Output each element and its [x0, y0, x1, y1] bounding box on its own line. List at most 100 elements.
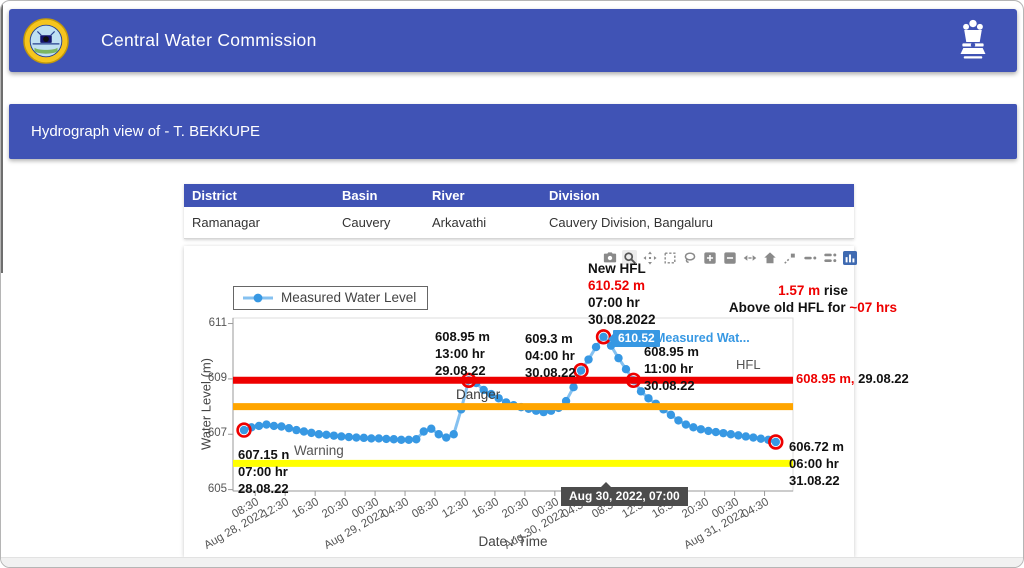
box-select-button[interactable] — [662, 250, 677, 265]
data-point[interactable] — [479, 385, 488, 395]
data-point[interactable] — [486, 389, 496, 399]
data-point[interactable] — [726, 430, 736, 439]
data-point[interactable] — [269, 421, 279, 431]
national-emblem-icon — [953, 18, 993, 66]
data-point[interactable] — [314, 430, 324, 439]
reset-home-button[interactable] — [762, 250, 777, 265]
data-point[interactable] — [704, 426, 713, 436]
data-point[interactable] — [449, 430, 458, 439]
camera-button[interactable] — [602, 250, 617, 265]
lasso-select-icon — [684, 251, 695, 263]
data-point[interactable] — [389, 435, 398, 444]
data-point[interactable] — [749, 433, 758, 442]
autoscale-button[interactable] — [742, 250, 757, 265]
chart-legend[interactable]: Measured Water Level — [233, 286, 429, 310]
data-point[interactable] — [374, 434, 384, 443]
data-point[interactable] — [614, 353, 623, 363]
data-point[interactable] — [681, 420, 691, 429]
y-axis-title: Water Level (m) — [198, 358, 214, 450]
hover-compare-button[interactable] — [822, 250, 837, 265]
data-point[interactable] — [292, 425, 301, 435]
data-point[interactable] — [329, 431, 339, 440]
app-title: Central Water Commission — [101, 30, 317, 50]
data-point[interactable] — [277, 422, 286, 431]
data-point[interactable] — [584, 355, 593, 364]
data-point[interactable] — [689, 423, 698, 432]
plotly-logo-button[interactable] — [842, 250, 857, 265]
data-point[interactable] — [666, 410, 676, 420]
zoom-out-button[interactable] — [722, 250, 737, 265]
hover-value-chip: 610.52 — [608, 330, 660, 347]
data-point[interactable] — [344, 432, 354, 442]
hover-trace-label: Measured Wat... — [655, 331, 750, 345]
data-point[interactable] — [397, 435, 406, 444]
pan-button[interactable] — [642, 250, 657, 265]
data-point[interactable] — [576, 366, 586, 375]
data-point[interactable] — [494, 394, 503, 403]
data-point[interactable] — [771, 437, 780, 447]
data-point[interactable] — [299, 427, 309, 436]
danger-label: Danger — [456, 387, 501, 402]
data-point[interactable] — [239, 425, 249, 435]
second-rise-label: 609.3 m 04:00 hr 30.08.22 — [525, 331, 576, 380]
hover-x-label: Aug 30, 2022, 07:00 — [561, 482, 688, 506]
plotly-logo-icon — [842, 250, 857, 265]
data-point[interactable] — [696, 425, 706, 434]
highlighted-point-ring — [768, 434, 784, 450]
hfl-name-label: HFL — [736, 357, 761, 372]
data-point[interactable] — [756, 434, 766, 443]
zoom-in-button[interactable] — [702, 250, 717, 265]
y-tick-label: 605 — [207, 482, 227, 495]
y-tick-label: 609 — [207, 371, 227, 384]
highlighted-point-ring — [625, 372, 642, 388]
data-point[interactable] — [442, 433, 451, 442]
legend-marker-icon — [243, 293, 273, 302]
table-header-row: District Basin River Division — [184, 184, 854, 207]
data-point[interactable] — [262, 420, 271, 429]
toggle-spikelines-icon — [783, 253, 795, 264]
data-point[interactable] — [412, 435, 421, 444]
window-edge — [1, 1, 3, 273]
data-point[interactable] — [434, 430, 443, 439]
cell-river: Arkavathi — [424, 207, 541, 239]
col-header-division: Division — [541, 184, 854, 207]
data-point[interactable] — [674, 416, 683, 425]
table-row: Ramanagar Cauvery Arkavathi Cauvery Divi… — [184, 207, 854, 239]
cell-basin: Cauvery — [334, 207, 424, 239]
highlighted-point-ring — [573, 362, 589, 379]
data-point[interactable] — [419, 427, 428, 436]
data-point[interactable] — [359, 433, 369, 443]
data-point[interactable] — [382, 434, 391, 444]
data-point[interactable] — [734, 431, 743, 440]
data-point[interactable] — [427, 424, 436, 433]
data-point[interactable] — [367, 434, 376, 443]
lasso-select-button[interactable] — [682, 250, 697, 265]
data-point[interactable] — [719, 428, 728, 438]
data-point[interactable] — [644, 394, 653, 403]
data-point[interactable] — [284, 423, 294, 433]
hover-closest-button[interactable] — [802, 250, 817, 265]
warning-label: Warning — [294, 443, 344, 458]
data-point[interactable] — [352, 433, 361, 442]
data-point[interactable] — [569, 383, 578, 392]
data-point[interactable] — [337, 432, 346, 441]
data-point[interactable] — [599, 332, 608, 342]
data-point[interactable] — [711, 427, 721, 437]
data-point[interactable] — [591, 342, 601, 352]
data-point[interactable] — [404, 435, 413, 444]
hover-closest-icon — [803, 256, 816, 259]
data-point[interactable] — [307, 428, 316, 438]
data-point[interactable] — [254, 421, 264, 431]
highlighted-point-ring — [461, 372, 477, 388]
data-point[interactable] — [741, 432, 751, 441]
toggle-spikelines-button[interactable] — [782, 250, 797, 265]
magnifier-zoom-button[interactable] — [622, 250, 637, 265]
footer-strip — [1, 557, 1023, 567]
page-banner: Hydrograph view of - T. BEKKUPE — [9, 104, 1017, 159]
data-point[interactable] — [636, 387, 646, 396]
start-point-label: 607.15 n 07:00 hr 28.08.22 — [238, 447, 290, 496]
data-point[interactable] — [322, 430, 331, 440]
box-select-icon — [663, 251, 676, 264]
data-point[interactable] — [621, 365, 631, 374]
hfl-value-label: 608.95 m, 29.08.22 — [796, 371, 909, 386]
